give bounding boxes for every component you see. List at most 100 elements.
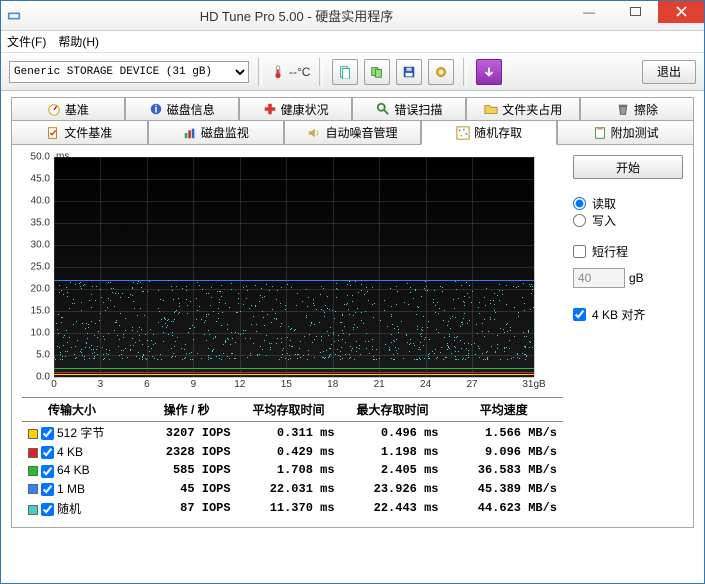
- series-toggle[interactable]: [41, 446, 54, 459]
- row-name: 1 MB: [57, 482, 85, 496]
- clipboard-icon: [593, 126, 607, 140]
- row-avg: 1.708 ms: [237, 461, 341, 479]
- tab-benchmark[interactable]: 基准: [11, 97, 125, 121]
- toolbar: Generic STORAGE DEVICE (31 gB) --°C 退出: [1, 53, 704, 91]
- start-button[interactable]: 开始: [573, 155, 683, 179]
- exit-button[interactable]: 退出: [642, 60, 696, 84]
- window-title: HD Tune Pro 5.00 - 硬盘实用程序: [27, 6, 566, 25]
- maximize-button[interactable]: [612, 1, 658, 23]
- row-name: 64 KB: [57, 463, 90, 477]
- tab-extratests[interactable]: 附加测试: [557, 121, 694, 145]
- bars-icon: [183, 126, 197, 140]
- trash-icon: [616, 102, 630, 116]
- row-name: 512 字节: [57, 426, 104, 440]
- copy-screenshot-button[interactable]: [364, 59, 390, 85]
- titlebar: HD Tune Pro 5.00 - 硬盘实用程序 —: [1, 1, 704, 31]
- result-row: 512 字节 3207 IOPS0.311 ms0.496 ms1.566 MB/…: [22, 422, 563, 444]
- result-row: 64 KB 585 IOPS1.708 ms2.405 ms36.583 MB/s: [22, 461, 563, 479]
- device-select[interactable]: Generic STORAGE DEVICE (31 gB): [9, 61, 249, 83]
- tab-aam[interactable]: 自动噪音管理: [284, 121, 421, 145]
- col-speed: 平均速度: [444, 398, 563, 422]
- close-button[interactable]: [658, 1, 704, 23]
- row-speed: 44.623 MB/s: [444, 498, 563, 519]
- page-icon: [338, 65, 352, 79]
- col-max: 最大存取时间: [341, 398, 445, 422]
- col-ops: 操作 / 秒: [137, 398, 237, 422]
- row-iops: 2328 IOPS: [137, 443, 237, 461]
- folder-icon: [484, 102, 498, 116]
- series-toggle[interactable]: [41, 427, 54, 440]
- access-chart: ms 50.045.040.035.030.025.020.015.010.05…: [22, 153, 542, 393]
- align-check[interactable]: 4 KB 对齐: [573, 306, 683, 323]
- down-button[interactable]: [476, 59, 502, 85]
- floppy-icon: [402, 65, 416, 79]
- read-radio[interactable]: 读取: [573, 195, 683, 212]
- row-speed: 45.389 MB/s: [444, 480, 563, 498]
- write-radio[interactable]: 写入: [573, 212, 683, 229]
- temperature-value: --°C: [289, 65, 310, 79]
- shortstroke-value[interactable]: [573, 268, 625, 288]
- row-max: 1.198 ms: [341, 443, 445, 461]
- row-name: 随机: [57, 502, 81, 516]
- row-max: 2.405 ms: [341, 461, 445, 479]
- gear-icon: [434, 65, 448, 79]
- row-avg: 11.370 ms: [237, 498, 341, 519]
- thermometer-icon: [271, 65, 285, 79]
- row-speed: 36.583 MB/s: [444, 461, 563, 479]
- col-avg: 平均存取时间: [237, 398, 341, 422]
- magnifier-icon: [376, 102, 390, 116]
- series-64kb-line: [54, 368, 534, 369]
- row-avg: 0.429 ms: [237, 443, 341, 461]
- minimize-button[interactable]: —: [566, 1, 612, 23]
- result-row: 1 MB45 IOPS22.031 ms23.926 ms45.389 MB/s: [22, 480, 563, 498]
- row-iops: 3207 IOPS: [137, 422, 237, 444]
- dots-icon: [456, 126, 470, 140]
- copy-info-button[interactable]: [332, 59, 358, 85]
- tab-diskmonitor[interactable]: 磁盘监视: [148, 121, 285, 145]
- row-name: 4 KB: [57, 445, 83, 459]
- tab-filebenchmark[interactable]: 文件基准: [11, 121, 148, 145]
- info-icon: i: [149, 102, 163, 116]
- row-speed: 1.566 MB/s: [444, 422, 563, 444]
- temperature-display: --°C: [271, 65, 310, 79]
- menu-file[interactable]: 文件(F): [7, 33, 46, 50]
- file-check-icon: [46, 126, 60, 140]
- series-1mb-line: [54, 280, 534, 281]
- gauge-icon: [47, 102, 61, 116]
- series-512b-line: [54, 374, 534, 375]
- results-table: 传输大小 操作 / 秒 平均存取时间 最大存取时间 平均速度 512 字节 320…: [22, 397, 563, 519]
- row-iops: 45 IOPS: [137, 480, 237, 498]
- series-toggle[interactable]: [41, 465, 54, 478]
- result-row: 随机 87 IOPS11.370 ms22.443 ms44.623 MB/s: [22, 498, 563, 519]
- row-max: 22.443 ms: [341, 498, 445, 519]
- side-panel: 开始 读取 写入 短行程 gB 4 KB 对齐: [573, 153, 683, 519]
- tab-randomaccess[interactable]: 随机存取: [421, 121, 558, 145]
- row-avg: 22.031 ms: [237, 480, 341, 498]
- save-button[interactable]: [396, 59, 422, 85]
- options-button[interactable]: [428, 59, 454, 85]
- row-max: 0.496 ms: [341, 422, 445, 444]
- shortstroke-unit: gB: [629, 271, 644, 285]
- app-icon: [7, 9, 21, 23]
- series-toggle[interactable]: [41, 503, 54, 516]
- row-avg: 0.311 ms: [237, 422, 341, 444]
- pages-icon: [370, 65, 384, 79]
- tab-health[interactable]: 健康状况: [239, 97, 353, 121]
- tab-errorscan[interactable]: 错误扫描: [352, 97, 466, 121]
- series-4kb-line: [54, 372, 534, 373]
- randomaccess-panel: ms 50.045.040.035.030.025.020.015.010.05…: [11, 145, 694, 528]
- shortstroke-check[interactable]: 短行程: [573, 243, 683, 260]
- speaker-icon: [307, 126, 321, 140]
- series-toggle[interactable]: [41, 483, 54, 496]
- col-transfer-size: 传输大小: [22, 398, 137, 422]
- tab-diskinfo[interactable]: i磁盘信息: [125, 97, 239, 121]
- tab-folderusage[interactable]: 文件夹占用: [466, 97, 580, 121]
- menu-help[interactable]: 帮助(H): [58, 33, 99, 50]
- tab-erase[interactable]: 擦除: [580, 97, 694, 121]
- row-iops: 585 IOPS: [137, 461, 237, 479]
- arrow-down-icon: [482, 65, 496, 79]
- plus-icon: [263, 102, 277, 116]
- result-row: 4 KB 2328 IOPS0.429 ms1.198 ms9.096 MB/s: [22, 443, 563, 461]
- row-speed: 9.096 MB/s: [444, 443, 563, 461]
- row-iops: 87 IOPS: [137, 498, 237, 519]
